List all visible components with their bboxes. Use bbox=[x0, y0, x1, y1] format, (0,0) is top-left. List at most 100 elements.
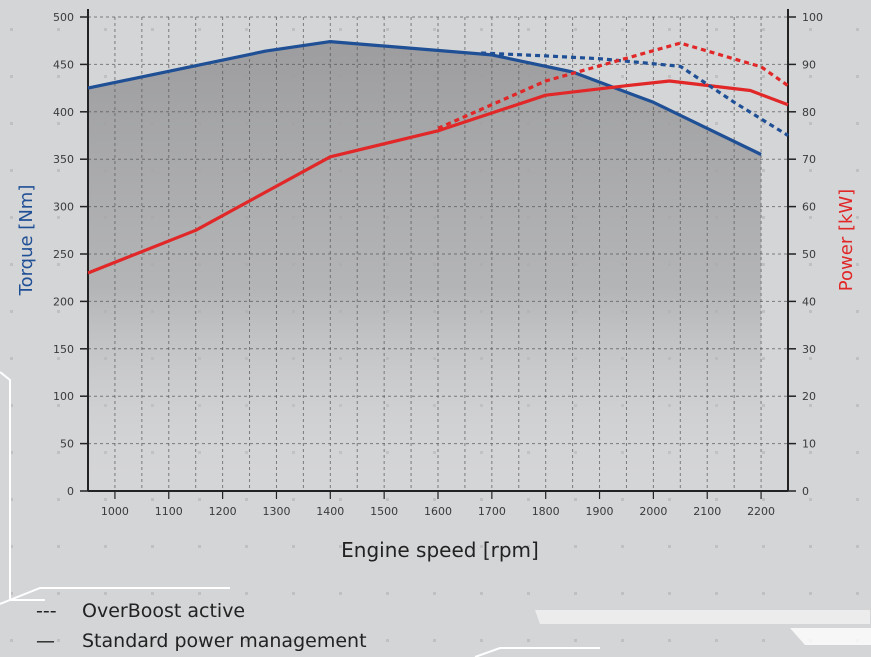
bg-dot bbox=[668, 639, 671, 642]
bg-dot bbox=[762, 592, 765, 595]
bg-dot bbox=[809, 451, 812, 454]
bg-dot bbox=[809, 310, 812, 313]
bg-dot bbox=[433, 592, 436, 595]
bg-dot bbox=[198, 545, 201, 548]
bg-dot bbox=[245, 498, 248, 501]
y-left-tick-label: 0 bbox=[67, 485, 74, 498]
bg-dot bbox=[339, 639, 342, 642]
bg-dot bbox=[762, 216, 765, 219]
bg-dot bbox=[292, 639, 295, 642]
x-tick-label: 1400 bbox=[316, 505, 344, 518]
bg-dot bbox=[57, 310, 60, 313]
bg-dot bbox=[809, 263, 812, 266]
bg-dot bbox=[386, 639, 389, 642]
bg-dot bbox=[668, 75, 671, 78]
decor-band bbox=[535, 610, 870, 624]
bg-dot bbox=[856, 451, 859, 454]
legend: --- OverBoost active — Standard power ma… bbox=[36, 600, 367, 652]
y-left-tick-label: 300 bbox=[53, 201, 74, 214]
bg-dot bbox=[386, 545, 389, 548]
torque-area bbox=[88, 41, 762, 491]
bg-dot bbox=[762, 28, 765, 31]
bg-dot bbox=[762, 545, 765, 548]
legend-label-standard: — bbox=[36, 630, 55, 652]
bg-dot bbox=[104, 28, 107, 31]
bg-dot bbox=[57, 28, 60, 31]
y-right-tick-label: 30 bbox=[802, 343, 816, 356]
legend-label-standard-text: Standard power management bbox=[82, 630, 367, 652]
bg-dot bbox=[762, 357, 765, 360]
bg-dot bbox=[527, 592, 530, 595]
bg-dot bbox=[10, 263, 13, 266]
y-left-tick-label: 350 bbox=[53, 153, 74, 166]
power-solid-line bbox=[87, 79, 789, 275]
bg-dot bbox=[198, 28, 201, 31]
bg-dot bbox=[151, 639, 154, 642]
bg-dot bbox=[198, 639, 201, 642]
axes bbox=[80, 9, 796, 499]
bg-dot bbox=[621, 545, 624, 548]
bg-dot bbox=[57, 216, 60, 219]
x-tick-label: 2200 bbox=[747, 505, 775, 518]
bg-dot bbox=[339, 498, 342, 501]
bg-dot bbox=[762, 122, 765, 125]
bg-dot bbox=[856, 404, 859, 407]
bg-dot bbox=[809, 498, 812, 501]
bg-dot bbox=[57, 122, 60, 125]
bg-dot bbox=[245, 28, 248, 31]
bg-dot bbox=[57, 75, 60, 78]
y-right-tick-label: 40 bbox=[802, 295, 816, 308]
bg-dot bbox=[292, 592, 295, 595]
bg-dot bbox=[668, 498, 671, 501]
x-tick-label: 1800 bbox=[532, 505, 560, 518]
bg-dot bbox=[809, 169, 812, 172]
bg-dot bbox=[856, 545, 859, 548]
bg-dot bbox=[809, 75, 812, 78]
bg-dot bbox=[574, 28, 577, 31]
bg-dot bbox=[574, 498, 577, 501]
bg-dot bbox=[480, 498, 483, 501]
bg-dot bbox=[762, 451, 765, 454]
bg-dot bbox=[715, 592, 718, 595]
x-tick-label: 1200 bbox=[209, 505, 237, 518]
bg-dot bbox=[856, 75, 859, 78]
bg-dot bbox=[10, 169, 13, 172]
bg-dot bbox=[104, 592, 107, 595]
decor-line bbox=[0, 371, 45, 601]
bg-dot bbox=[856, 263, 859, 266]
bg-dot bbox=[856, 592, 859, 595]
bg-dot bbox=[621, 28, 624, 31]
y-left-tick-label: 500 bbox=[53, 11, 74, 24]
bg-dot bbox=[339, 545, 342, 548]
bg-dot bbox=[574, 592, 577, 595]
bg-dot bbox=[762, 498, 765, 501]
bg-dot bbox=[480, 592, 483, 595]
x-tick-label: 1000 bbox=[101, 505, 129, 518]
bg-dot bbox=[856, 216, 859, 219]
bg-dot bbox=[856, 169, 859, 172]
bg-dot bbox=[57, 451, 60, 454]
bg-dot bbox=[386, 498, 389, 501]
bg-dot bbox=[245, 545, 248, 548]
bg-dot bbox=[527, 498, 530, 501]
bg-dot bbox=[104, 498, 107, 501]
bg-dot bbox=[10, 545, 13, 548]
bg-dot bbox=[151, 545, 154, 548]
bg-dot bbox=[856, 310, 859, 313]
bg-dot bbox=[715, 639, 718, 642]
bg-dot bbox=[245, 592, 248, 595]
bg-dot bbox=[198, 592, 201, 595]
bg-dot bbox=[57, 263, 60, 266]
y-right-tick-label: 70 bbox=[802, 153, 816, 166]
bg-dot bbox=[10, 310, 13, 313]
y-left-tick-label: 250 bbox=[53, 248, 74, 261]
left-axis-title: Torque [Nm] bbox=[16, 185, 37, 297]
bg-dot bbox=[715, 28, 718, 31]
bg-dot bbox=[57, 169, 60, 172]
bg-dot bbox=[433, 498, 436, 501]
power-dashed-line bbox=[437, 41, 789, 130]
bg-dot bbox=[10, 498, 13, 501]
bg-dot bbox=[527, 639, 530, 642]
bg-dot bbox=[10, 639, 13, 642]
bg-dot bbox=[809, 28, 812, 31]
